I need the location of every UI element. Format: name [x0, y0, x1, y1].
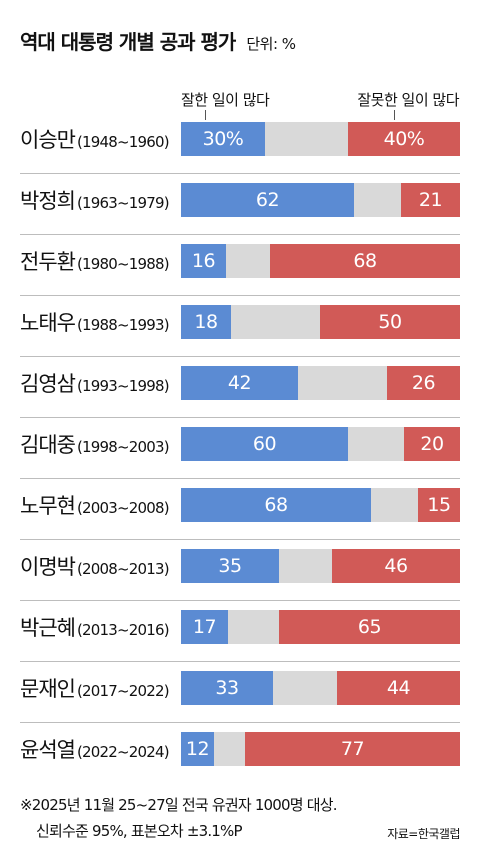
president-name: 노태우: [20, 311, 76, 335]
bar-positive: 18: [181, 305, 231, 339]
row-divider: [20, 539, 460, 540]
row-label: 노태우 (1988~1993): [20, 305, 170, 367]
bar-negative: 26: [387, 366, 460, 400]
footnote-confidence: 신뢰수준 95%, 표본오차 ±3.1%P: [36, 822, 243, 840]
row-label: 윤석열 (2022~2024): [20, 732, 170, 794]
row-label: 박근혜 (2013~2016): [20, 610, 170, 672]
bar-positive: 16: [181, 244, 226, 278]
bar-row: 이승만 (1948~1960) 30% 40%: [0, 122, 480, 183]
bar-track: 35 46: [181, 549, 460, 583]
bar-track: 62 21: [181, 183, 460, 217]
bar-positive: 30%: [181, 122, 265, 156]
bar-negative: 40%: [348, 122, 460, 156]
bar-negative: 21: [401, 183, 460, 217]
row-divider: [20, 722, 460, 723]
row-divider: [20, 234, 460, 235]
bar-positive: 42: [181, 366, 298, 400]
president-name: 윤석열: [20, 738, 76, 762]
bar-track: 12 77: [181, 732, 460, 766]
footnote-survey: ※2025년 11월 25~27일 전국 유권자 1000명 대상.: [20, 796, 338, 814]
president-name: 전두환: [20, 250, 76, 274]
row-divider: [20, 600, 460, 601]
bar-negative: 77: [245, 732, 460, 766]
chart-title-row: 역대 대통령 개별 공과 평가 단위: %: [20, 26, 460, 56]
term-period: (1948~1960): [76, 133, 170, 151]
bar-negative: 65: [279, 610, 460, 644]
term-period: (2017~2022): [76, 682, 170, 700]
bar-positive: 62: [181, 183, 354, 217]
bar-positive: 68: [181, 488, 371, 522]
president-name: 박근혜: [20, 616, 76, 640]
bar-positive: 17: [181, 610, 228, 644]
president-name: 김대중: [20, 433, 76, 457]
bar-negative: 50: [320, 305, 460, 339]
legend-positive-pointer: [205, 110, 206, 120]
term-period: (1998~2003): [76, 438, 170, 456]
unit-label: 단위: %: [246, 35, 296, 53]
bar-row: 전두환 (1980~1988) 16 68: [0, 244, 480, 305]
bar-track: 18 50: [181, 305, 460, 339]
bar-row: 노태우 (1988~1993) 18 50: [0, 305, 480, 366]
bar-row: 노무현 (2003~2008) 68 15: [0, 488, 480, 549]
bar-negative: 20: [404, 427, 460, 461]
legend-negative-pointer: [394, 110, 395, 120]
bar-row: 문재인 (2017~2022) 33 44: [0, 671, 480, 732]
bar-row: 김대중 (1998~2003) 60 20: [0, 427, 480, 488]
legend-positive: 잘한 일이 많다: [181, 91, 270, 109]
term-period: (2013~2016): [76, 621, 170, 639]
president-name: 이승만: [20, 128, 76, 152]
bar-negative: 68: [270, 244, 460, 278]
president-name: 이명박: [20, 555, 76, 579]
row-divider: [20, 295, 460, 296]
bar-negative: 46: [332, 549, 460, 583]
bar-track: 33 44: [181, 671, 460, 705]
row-label: 문재인 (2017~2022): [20, 671, 170, 733]
row-label: 김영삼 (1993~1998): [20, 366, 170, 428]
row-label: 이명박 (2008~2013): [20, 549, 170, 611]
row-divider: [20, 356, 460, 357]
bar-positive: 60: [181, 427, 348, 461]
term-period: (1963~1979): [76, 194, 170, 212]
bar-row: 이명박 (2008~2013) 35 46: [0, 549, 480, 610]
bar-row: 박정희 (1963~1979) 62 21: [0, 183, 480, 244]
row-label: 박정희 (1963~1979): [20, 183, 170, 245]
bar-row: 김영삼 (1993~1998) 42 26: [0, 366, 480, 427]
term-period: (2008~2013): [76, 560, 170, 578]
bar-track: 42 26: [181, 366, 460, 400]
row-divider: [20, 173, 460, 174]
bar-track: 68 15: [181, 488, 460, 522]
source-credit: 자료=한국갤럽: [387, 827, 460, 841]
row-label: 노무현 (2003~2008): [20, 488, 170, 550]
row-label: 김대중 (1998~2003): [20, 427, 170, 489]
president-name: 박정희: [20, 189, 76, 213]
president-name: 문재인: [20, 677, 76, 701]
bar-positive: 12: [181, 732, 214, 766]
bar-positive: 35: [181, 549, 279, 583]
president-name: 김영삼: [20, 372, 76, 396]
row-divider: [20, 478, 460, 479]
legend-negative: 잘못한 일이 많다: [357, 91, 459, 109]
row-divider: [20, 417, 460, 418]
bar-positive: 33: [181, 671, 273, 705]
bar-negative: 44: [337, 671, 460, 705]
term-period: (1993~1998): [76, 377, 170, 395]
president-name: 노무현: [20, 494, 76, 518]
bar-track: 60 20: [181, 427, 460, 461]
bar-track: 16 68: [181, 244, 460, 278]
term-period: (2003~2008): [76, 499, 170, 517]
bar-track: 17 65: [181, 610, 460, 644]
row-divider: [20, 661, 460, 662]
bar-track: 30% 40%: [181, 122, 460, 156]
row-label: 이승만 (1948~1960): [20, 122, 170, 184]
term-period: (2022~2024): [76, 743, 170, 761]
term-period: (1988~1993): [76, 316, 170, 334]
bar-negative: 15: [418, 488, 460, 522]
row-label: 전두환 (1980~1988): [20, 244, 170, 306]
bar-row: 윤석열 (2022~2024) 12 77: [0, 732, 480, 793]
term-period: (1980~1988): [76, 255, 170, 273]
bar-row: 박근혜 (2013~2016) 17 65: [0, 610, 480, 671]
chart-title: 역대 대통령 개별 공과 평가: [20, 30, 236, 54]
